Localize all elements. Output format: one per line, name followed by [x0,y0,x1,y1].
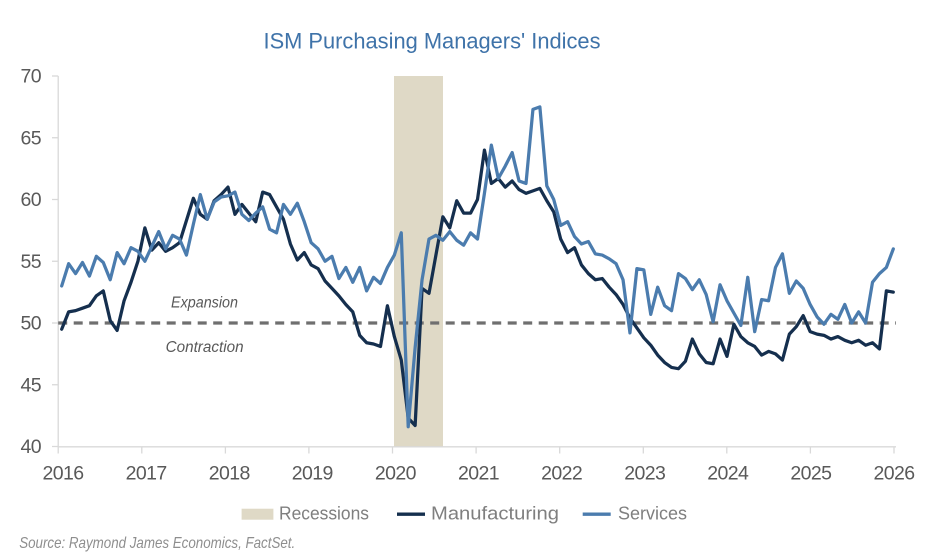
svg-text:2024: 2024 [707,463,749,485]
svg-text:Source: Raymond James Economic: Source: Raymond James Economics, FactSet… [19,535,295,552]
svg-text:2026: 2026 [874,463,915,485]
svg-text:40: 40 [21,436,42,458]
svg-text:Services: Services [618,502,687,523]
svg-text:65: 65 [21,127,42,149]
svg-text:ISM Purchasing Managers' Indic: ISM Purchasing Managers' Indices [264,29,601,54]
svg-text:60: 60 [21,189,42,211]
svg-text:2018: 2018 [209,463,250,485]
svg-text:2023: 2023 [624,463,665,485]
svg-text:2020: 2020 [375,463,417,485]
svg-text:Expansion: Expansion [171,295,238,312]
svg-text:2025: 2025 [790,463,832,485]
svg-text:2019: 2019 [292,463,333,485]
svg-text:2021: 2021 [458,463,499,485]
svg-text:Contraction: Contraction [166,339,244,356]
svg-text:45: 45 [21,374,42,396]
svg-text:2017: 2017 [126,463,167,485]
svg-text:2022: 2022 [541,463,582,485]
svg-text:70: 70 [21,66,42,88]
svg-text:50: 50 [21,313,42,335]
svg-text:Manufacturing: Manufacturing [431,502,559,523]
svg-text:55: 55 [21,251,42,273]
svg-text:Recessions: Recessions [279,502,369,523]
svg-text:2016: 2016 [43,463,84,485]
